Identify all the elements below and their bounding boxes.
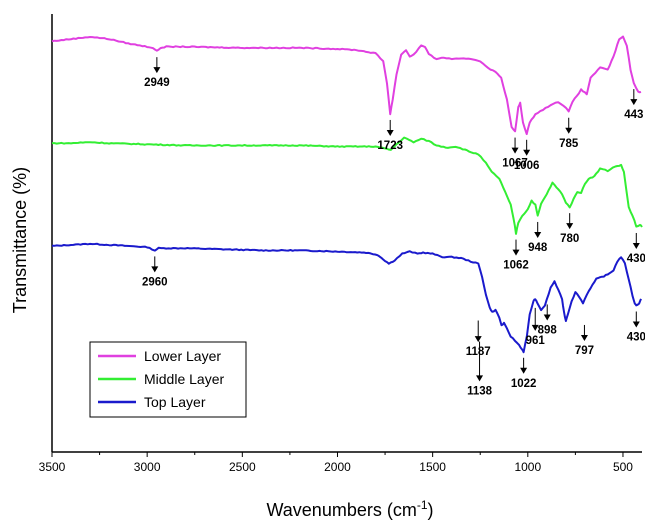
peak-arrow-head [520,367,528,374]
peak-label: 898 [538,324,558,336]
peak-label: 2949 [144,77,170,89]
peak-arrow-head [531,324,539,331]
x-tick-label: 3000 [134,460,161,474]
peak-arrow-head [476,375,484,382]
peak-arrow-head [566,223,574,230]
peak-arrow-head [512,249,520,256]
peak-annotation: 2960 [142,256,168,288]
y-axis-label: Transmittance (%) [10,167,30,313]
peak-label: 2960 [142,276,168,288]
x-axis-label: Wavenumbers (cm-1) [266,498,433,520]
peak-annotation: 785 [559,117,579,150]
peak-arrow-head [523,149,531,156]
series-line-middle-layer [52,136,643,235]
peak-annotation: 1006 [514,139,540,172]
peak-label: 443 [624,109,643,121]
legend-label: Lower Layer [144,348,221,364]
peak-annotation: 2949 [144,57,170,89]
peak-annotation: 1067 [502,137,528,170]
peak-annotation: 443 [624,89,643,121]
peak-label: 961 [526,335,546,347]
peak-annotation: 430 [627,232,645,265]
peak-annotation: 780 [560,213,579,245]
series-line-lower-layer [51,35,642,136]
peak-label: 785 [559,138,579,150]
peak-annotation: 898 [538,304,558,336]
peak-arrow-head [151,266,159,273]
peak-annotation: 1723 [377,119,403,152]
peak-label: 430 [627,332,645,344]
x-tick-label: 500 [613,460,633,474]
x-tick-label: 2000 [324,460,351,474]
peak-annotation: 1138 [467,341,493,397]
peak-label: 1067 [502,158,528,170]
peak-label: 1723 [377,140,403,152]
legend-label: Middle Layer [144,371,224,387]
peak-annotation: 1062 [503,239,529,272]
x-tick-label: 2500 [229,460,256,474]
peak-label: 1187 [466,346,491,358]
peak-label: 1006 [514,160,540,172]
peak-arrow-head [511,147,519,154]
peak-arrow-head [386,129,394,136]
series-layer [51,35,643,354]
peak-arrow-head [153,67,161,74]
peak-label: 797 [575,345,594,357]
peak-arrow-head [632,242,640,249]
peak-label: 780 [560,233,579,245]
peak-arrow-head [565,127,573,134]
peak-arrow-head [543,314,551,321]
x-tick-label: 3500 [39,460,66,474]
peak-arrow-head [534,231,542,238]
x-axis-label-sup: -1 [417,498,428,512]
peak-label: 948 [528,242,548,254]
legend: Lower Layer Middle Layer Top Layer [89,341,247,418]
x-tick-label: 1500 [419,460,446,474]
plot-frame [51,14,642,453]
x-axis-ticks: 3500 3000 2500 2000 1500 1000 500 [39,452,633,474]
peak-annotation: 1187 [466,320,491,358]
peak-annotation: 430 [627,311,645,344]
peak-arrow-head [630,99,638,106]
peak-arrow-head [474,336,482,343]
x-tick-label: 1000 [514,460,541,474]
peak-label: 1062 [503,260,529,272]
x-axis-label-main: Wavenumbers (cm [266,500,416,520]
peak-annotation: 797 [575,324,594,357]
legend-label: Top Layer [144,394,206,410]
peak-arrow-head [580,334,588,341]
peak-label: 1138 [467,385,493,397]
peak-annotation: 1022 [511,357,537,390]
peak-label: 430 [627,253,645,265]
peak-arrow-head [632,321,640,328]
peak-annotation: 948 [528,221,548,254]
peak-annotation: 961 [526,307,546,347]
x-axis-label-tail: ) [428,500,434,520]
peak-label: 1022 [511,378,537,390]
series-line-top-layer [52,242,642,354]
